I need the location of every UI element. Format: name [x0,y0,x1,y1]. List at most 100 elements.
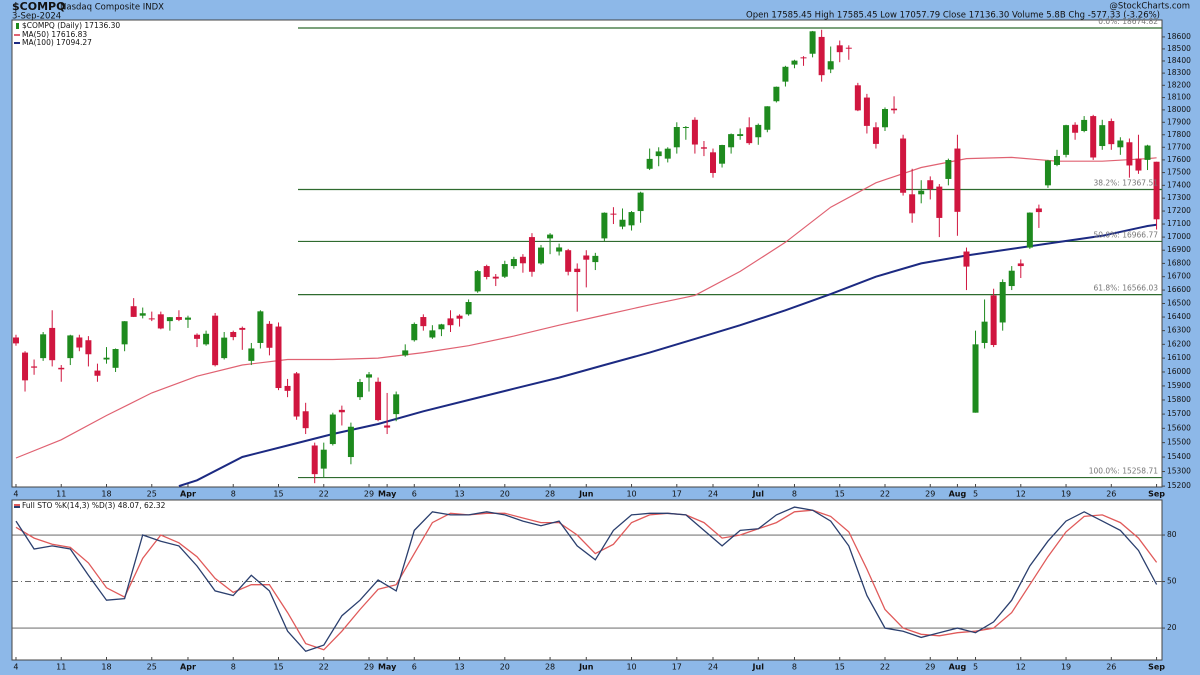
x-tick-label: 24 [708,663,718,672]
x-tick-label: Aug [949,490,967,499]
y-tick-label: 16800 [1167,258,1191,267]
candle-body [981,321,988,343]
y-tick-label: 15800 [1167,395,1191,404]
legend-label: Full STO %K(14,3) %D(3) 48.07, 62.32 [22,501,166,510]
candle-body [384,425,391,428]
x-tick-label: Jun [578,663,594,672]
candle-body [1053,155,1060,165]
candle-body [1108,121,1115,145]
x-tick-label: 12 [1016,490,1026,499]
candle-body [592,255,599,263]
candle-body [927,180,934,190]
candle-body [1035,208,1042,213]
candle-body [854,85,861,111]
x-tick-label: 19 [1061,663,1071,672]
series-line [15,509,1158,651]
price-panel [11,19,1163,488]
candle-body [112,349,119,368]
candle-body [284,385,291,391]
y-tick-label: 16100 [1167,353,1191,362]
x-tick-label: Apr [180,663,196,672]
candle-body [31,366,38,368]
candle-body [891,108,898,111]
x-tick-label: 11 [56,663,66,672]
x-tick-label: 29 [925,490,935,499]
x-tick-label: May [378,490,397,499]
candle-body [1072,124,1079,133]
candle-body [221,337,228,359]
candle-body [58,367,65,370]
candle-body [1117,140,1124,148]
retracement-label: 0.0%: 18674.82 [1098,17,1158,26]
x-tick-label: 20 [500,490,510,499]
candle-body [12,337,19,344]
candle-body [1153,161,1160,220]
candle-body [148,318,155,320]
candle-body [411,323,418,341]
y-tick-label: 18300 [1167,68,1191,77]
x-tick-label: 10 [626,663,636,672]
candle-body [175,317,182,320]
y-tick-label: 17000 [1167,232,1191,241]
candle-body [94,370,101,376]
candle-body [121,321,128,345]
x-tick-label: 22 [880,663,890,672]
candle-body [510,259,517,267]
candle-body [918,190,925,195]
chart-date: 3-Sep-2024 [12,12,61,22]
y-tick-label: 80 [1167,530,1177,539]
candle-body [22,352,29,381]
x-tick-label: Sep [1148,490,1165,499]
candle-body [1126,142,1133,166]
candle-body [574,268,581,273]
x-tick-label: Aug [949,663,967,672]
candle-body [492,276,499,279]
y-tick-label: 20 [1167,623,1177,632]
series-line [15,506,1158,653]
y-tick-label: 18500 [1167,44,1191,53]
candle-body [737,134,744,137]
x-tick-label: Sep [1148,663,1165,672]
candle-body [900,138,907,193]
candle-body [999,282,1006,323]
candle-body [863,97,870,126]
candle-body [483,266,490,277]
candle-body [103,357,110,360]
x-tick-label: 18 [101,663,111,672]
candle-body [909,194,916,214]
y-tick-label: 17500 [1167,168,1191,177]
y-tick-label: 15600 [1167,423,1191,432]
candle-body [166,317,173,322]
candle-body [664,148,671,159]
candle-body [420,317,427,327]
y-tick-label: 17400 [1167,180,1191,189]
y-tick-label: 18000 [1167,105,1191,114]
candle-body [248,348,255,361]
candle-body [519,256,526,264]
candle-body [610,213,617,215]
candle-body [872,127,879,144]
candle-body [293,373,300,417]
x-tick-label: 5 [973,490,978,499]
candle-body [990,295,997,346]
candle-body [1081,119,1088,132]
candle-body [673,127,680,148]
candle-body [157,314,164,329]
candle-body [130,306,137,317]
x-tick-label: 11 [56,490,66,499]
candle-body [356,382,363,398]
candle-body [601,212,608,239]
candle-body [375,381,382,421]
y-tick-label: 16500 [1167,299,1191,308]
x-tick-label: 19 [1061,490,1071,499]
candle-body [429,330,436,338]
candle-body [1017,263,1024,267]
candle-body [710,152,717,173]
x-tick-label: 22 [319,663,329,672]
candle-body [329,414,336,445]
candle-body [266,323,273,348]
candle-body [338,409,345,413]
candle-body [76,337,83,348]
x-tick-label: 15 [273,490,283,499]
y-tick-label: 15300 [1167,467,1191,476]
